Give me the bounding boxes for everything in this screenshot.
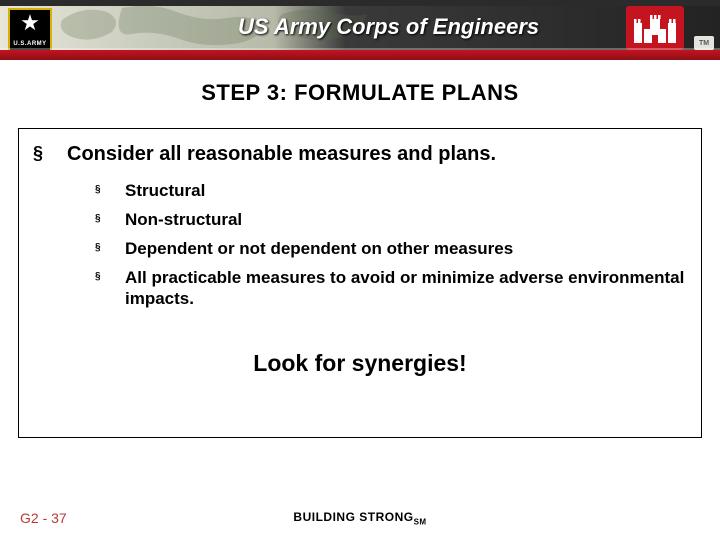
footer-tagline: BUILDING STRONGSM	[0, 510, 720, 526]
square-bullet-icon: §	[95, 209, 125, 229]
square-bullet-icon: §	[95, 180, 125, 200]
header-red-band	[0, 50, 720, 60]
star-icon: ★	[20, 12, 40, 34]
square-bullet-icon: §	[33, 143, 67, 164]
emphasis-text: Look for synergies!	[19, 350, 701, 377]
sub-bullet-list: § Structural § Non-structural § Dependen…	[95, 180, 687, 309]
army-logo-label: U.S.ARMY	[10, 41, 50, 47]
bullet-level2: § All practicable measures to avoid or m…	[95, 267, 687, 309]
bullet-level2: § Structural	[95, 180, 687, 201]
header-title: US Army Corps of Engineers	[238, 14, 539, 40]
bullet-level2: § Non-structural	[95, 209, 687, 230]
tagline-service-mark: SM	[414, 517, 427, 526]
sub-point-text: All practicable measures to avoid or min…	[125, 267, 687, 309]
sub-point-text: Dependent or not dependent on other meas…	[125, 238, 513, 259]
square-bullet-icon: §	[95, 238, 125, 258]
slide-title: STEP 3: FORMULATE PLANS	[0, 80, 720, 106]
header-banner: ★ U.S.ARMY US Army Corps of Engineers TM	[0, 0, 720, 60]
slide: ★ U.S.ARMY US Army Corps of Engineers TM	[0, 0, 720, 540]
sub-point-text: Non-structural	[125, 209, 242, 230]
tagline-text: BUILDING STRONG	[293, 510, 413, 524]
square-bullet-icon: §	[95, 267, 125, 287]
usace-castle-badge	[626, 6, 684, 50]
sub-point-text: Structural	[125, 180, 205, 201]
us-army-logo: ★ U.S.ARMY	[8, 8, 52, 52]
bullet-level1: § Consider all reasonable measures and p…	[33, 143, 687, 166]
main-point-text: Consider all reasonable measures and pla…	[67, 143, 496, 166]
bullet-level2: § Dependent or not dependent on other me…	[95, 238, 687, 259]
content-box: § Consider all reasonable measures and p…	[18, 128, 702, 438]
